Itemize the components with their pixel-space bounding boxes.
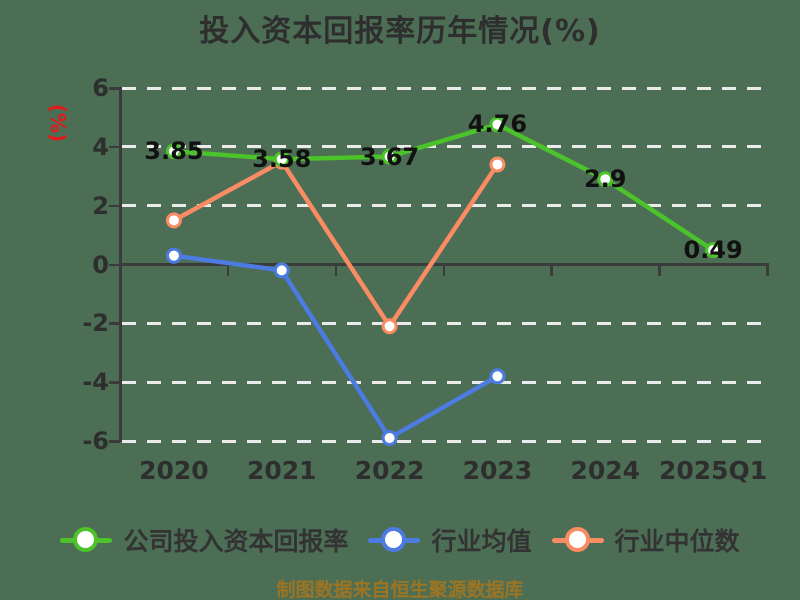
data-point-marker (381, 318, 398, 335)
y-tick-label: 4 (92, 132, 109, 161)
x-tick-label: 2024 (570, 456, 641, 485)
x-tick-mark (334, 264, 338, 276)
data-point-marker (489, 368, 506, 385)
data-point-value-label: 0.49 (683, 236, 743, 265)
data-point-value-label: 4.76 (467, 110, 528, 139)
data-point-marker (165, 212, 182, 229)
y-tick-mark (109, 381, 120, 384)
gridline (122, 380, 767, 384)
data-point-value-label: 3.67 (359, 142, 420, 171)
gridline (122, 145, 767, 149)
y-tick-label: 0 (92, 250, 109, 279)
y-tick-label: 6 (92, 74, 109, 102)
y-tick-mark (109, 322, 120, 325)
legend-label: 公司投入资本回报率 (123, 527, 349, 556)
x-axis-line (118, 263, 769, 266)
data-point-marker (381, 430, 398, 447)
x-tick-label: 2022 (354, 456, 425, 485)
data-point-marker (489, 156, 506, 173)
gridline (122, 439, 767, 443)
data-point-marker (165, 143, 182, 160)
data-point-value-label: 3.85 (144, 137, 204, 166)
data-point-marker (705, 242, 722, 259)
legend-item-industry-mean[interactable]: 行业均值 (368, 522, 532, 558)
data-point-marker (273, 262, 290, 279)
y-tick-mark (109, 145, 120, 149)
y-tick-label: -4 (82, 368, 109, 397)
x-tick-mark (550, 264, 553, 276)
x-tick-mark (442, 264, 445, 276)
data-point-marker (165, 247, 182, 264)
y-tick-label: 2 (92, 191, 109, 220)
x-tick-label: 2020 (139, 456, 209, 485)
legend: 公司投入资本回报率 行业均值 行业中位数 (0, 522, 800, 558)
legend-item-industry-median[interactable]: 行业中位数 (551, 522, 740, 558)
series-line-1 (171, 253, 500, 441)
legend-label: 行业中位数 (614, 527, 740, 556)
data-point-value-label: 2.9 (583, 165, 627, 194)
data-point-marker (489, 116, 506, 133)
legend-line-dot-icon (60, 525, 113, 555)
y-tick-label: -2 (82, 309, 109, 338)
x-tick-mark (119, 264, 122, 276)
y-tick-mark (109, 263, 120, 266)
gridline (122, 204, 767, 208)
x-tick-mark (226, 264, 230, 276)
legend-line-dot-icon (551, 525, 604, 555)
x-tick-label: 2025Q1 (658, 456, 768, 485)
gridline (122, 321, 767, 325)
data-point-value-label: 3.58 (252, 145, 312, 174)
legend-item-company-roic[interactable]: 公司投入资本回报率 (60, 522, 348, 558)
legend-label: 行业均值 (431, 527, 532, 556)
x-tick-label: 2021 (246, 456, 317, 485)
x-tick-mark (658, 264, 661, 276)
series-line-0 (171, 122, 716, 253)
data-point-marker (273, 151, 290, 168)
x-tick-label: 2023 (462, 456, 533, 485)
y-tick-mark (109, 204, 120, 208)
gridline (122, 86, 767, 90)
chart-title: 投入资本回报率历年情况(%) (199, 14, 601, 49)
data-source-footer: 制图数据来自恒生聚源数据库 (276, 579, 524, 600)
y-tick-mark (109, 87, 120, 90)
series-line-2 (171, 159, 500, 329)
y-tick-mark (109, 440, 120, 443)
y-tick-label: -6 (82, 427, 109, 455)
data-point-marker (381, 148, 398, 165)
data-point-marker (597, 171, 614, 188)
legend-line-dot-icon (368, 525, 421, 555)
x-tick-mark (766, 264, 769, 276)
